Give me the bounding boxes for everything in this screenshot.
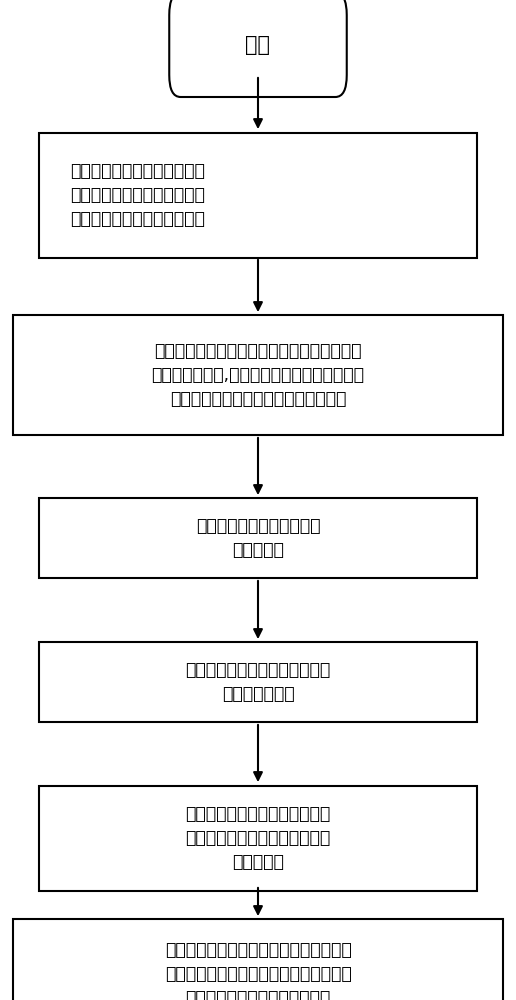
Bar [13,919,503,1000]
Text: 根据不同型号飞机的发动机台数得到一发
推力，并根据该型号发动机对应的发动机
转速特性曲线确定巡航燃油流量: 根据不同型号飞机的发动机台数得到一发 推力，并根据该型号发动机对应的发动机 转速… [165,941,351,1000]
Text: 建立飞行重量和气动迎角的
迭代方程；: 建立飞行重量和气动迎角的 迭代方程； [196,517,320,559]
Bar [39,786,477,890]
Text: 根据飞机当前的重力加速度及当前飞机质量计
算当前飞行重力,根据基础气动数据库和飞行状
态和型号参数信息，建立力平衡方程；: 根据飞机当前的重力加速度及当前飞机质量计 算当前飞行重力,根据基础气动数据库和飞… [152,342,364,408]
Bar [39,498,477,578]
Text: 将当前飞行重量对应的气动迎角
迭代结果代入力平衡方程，得到
飞行推力；: 将当前飞行重量对应的气动迎角 迭代结果代入力平衡方程，得到 飞行推力； [185,805,331,871]
Text: 根据飞机的飞行速度，飞行高
度，飞行位置，飞行方向计算
得到飞机当前的重力加速度；: 根据飞机的飞行速度，飞行高 度，飞行位置，飞行方向计算 得到飞机当前的重力加速度… [70,162,204,228]
Bar [39,642,477,722]
FancyBboxPatch shape [169,0,347,97]
Text: 开始: 开始 [246,35,270,55]
Bar [39,132,477,257]
Text: 通过给定的飞行重量迭代求解对
应的气动迎角；: 通过给定的飞行重量迭代求解对 应的气动迎角； [185,661,331,703]
Bar [13,315,503,435]
